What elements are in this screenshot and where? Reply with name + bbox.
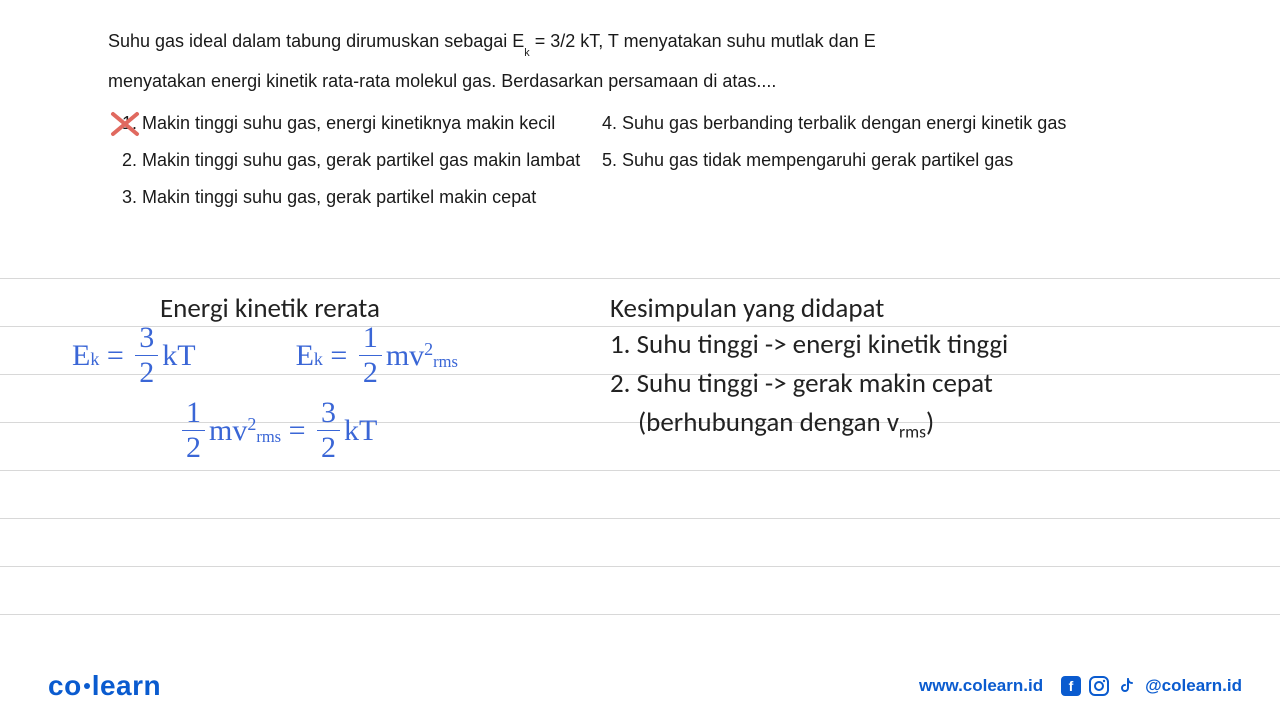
brand-right: learn	[92, 670, 161, 701]
formula-combined: 12mv2rms = 32kT	[178, 398, 600, 463]
footer-right: www.colearn.id f @colearn.id	[919, 676, 1242, 696]
footer-handle: @colearn.id	[1145, 676, 1242, 696]
conclusion-3: (berhubungan dengan vrms)	[638, 403, 1280, 445]
brand-logo: colearn	[48, 670, 161, 702]
conclusion-3a: (berhubungan dengan v	[638, 406, 899, 439]
q-sub: k	[524, 47, 529, 59]
option-5: 5. Suhu gas tidak mempengaruhi gerak par…	[602, 150, 1180, 171]
section-title: Energi kinetik rerata	[160, 292, 600, 325]
cross-mark-icon	[110, 111, 140, 137]
conclusion-title: Kesimpulan yang didapat	[610, 292, 1280, 325]
svg-text:f: f	[1069, 678, 1074, 694]
footer: colearn www.colearn.id f @colearn.id	[0, 662, 1280, 720]
formula-ek-kt: Ek = 32kT	[72, 323, 196, 388]
q-line2: menyatakan energi kinetik rata-rata mole…	[108, 71, 776, 91]
formulas-column: Energi kinetik rerata Ek = 32kT Ek = 12m…	[0, 278, 600, 463]
option-1: 1. Makin tinggi suhu gas, energi kinetik…	[122, 113, 582, 134]
footer-url: www.colearn.id	[919, 676, 1043, 696]
social-icons: f @colearn.id	[1061, 676, 1242, 696]
conclusion-2: 2. Suhu tinggi -> gerak makin cepat	[610, 364, 1280, 403]
formula-ek-mv: Ek = 12mv2rms	[296, 323, 458, 388]
brand-dot-icon	[84, 683, 90, 689]
q-line1a: Suhu gas ideal dalam tabung dirumuskan s…	[108, 31, 524, 51]
option-3: 3. Makin tinggi suhu gas, gerak partikel…	[122, 187, 582, 208]
question-block: Suhu gas ideal dalam tabung dirumuskan s…	[0, 0, 1280, 218]
formula-row-1: Ek = 32kT Ek = 12mv2rms	[72, 323, 600, 388]
option-4-text: 4. Suhu gas berbanding terbalik dengan e…	[602, 113, 1066, 133]
option-4: 4. Suhu gas berbanding terbalik dengan e…	[602, 113, 1180, 134]
conclusion-column: Kesimpulan yang didapat 1. Suhu tinggi -…	[600, 278, 1280, 463]
conclusion-1: 1. Suhu tinggi -> energi kinetik tinggi	[610, 325, 1280, 364]
option-2: 2. Makin tinggi suhu gas, gerak partikel…	[122, 150, 582, 171]
options-grid: 1. Makin tinggi suhu gas, energi kinetik…	[122, 113, 1180, 208]
option-2-text: 2. Makin tinggi suhu gas, gerak partikel…	[122, 150, 580, 170]
solution-area: Energi kinetik rerata Ek = 32kT Ek = 12m…	[0, 278, 1280, 463]
option-3-text: 3. Makin tinggi suhu gas, gerak partikel…	[122, 187, 536, 207]
instagram-icon	[1089, 676, 1109, 696]
tiktok-icon	[1117, 676, 1137, 696]
facebook-icon: f	[1061, 676, 1081, 696]
brand-left: co	[48, 670, 82, 701]
conclusion-3b: )	[926, 406, 934, 439]
q-line1b: = 3/2 kT, T menyatakan suhu mutlak dan E	[530, 31, 876, 51]
question-text: Suhu gas ideal dalam tabung dirumuskan s…	[108, 22, 1180, 101]
option-1-text: 1. Makin tinggi suhu gas, energi kinetik…	[122, 113, 555, 133]
option-5-text: 5. Suhu gas tidak mempengaruhi gerak par…	[602, 150, 1013, 170]
